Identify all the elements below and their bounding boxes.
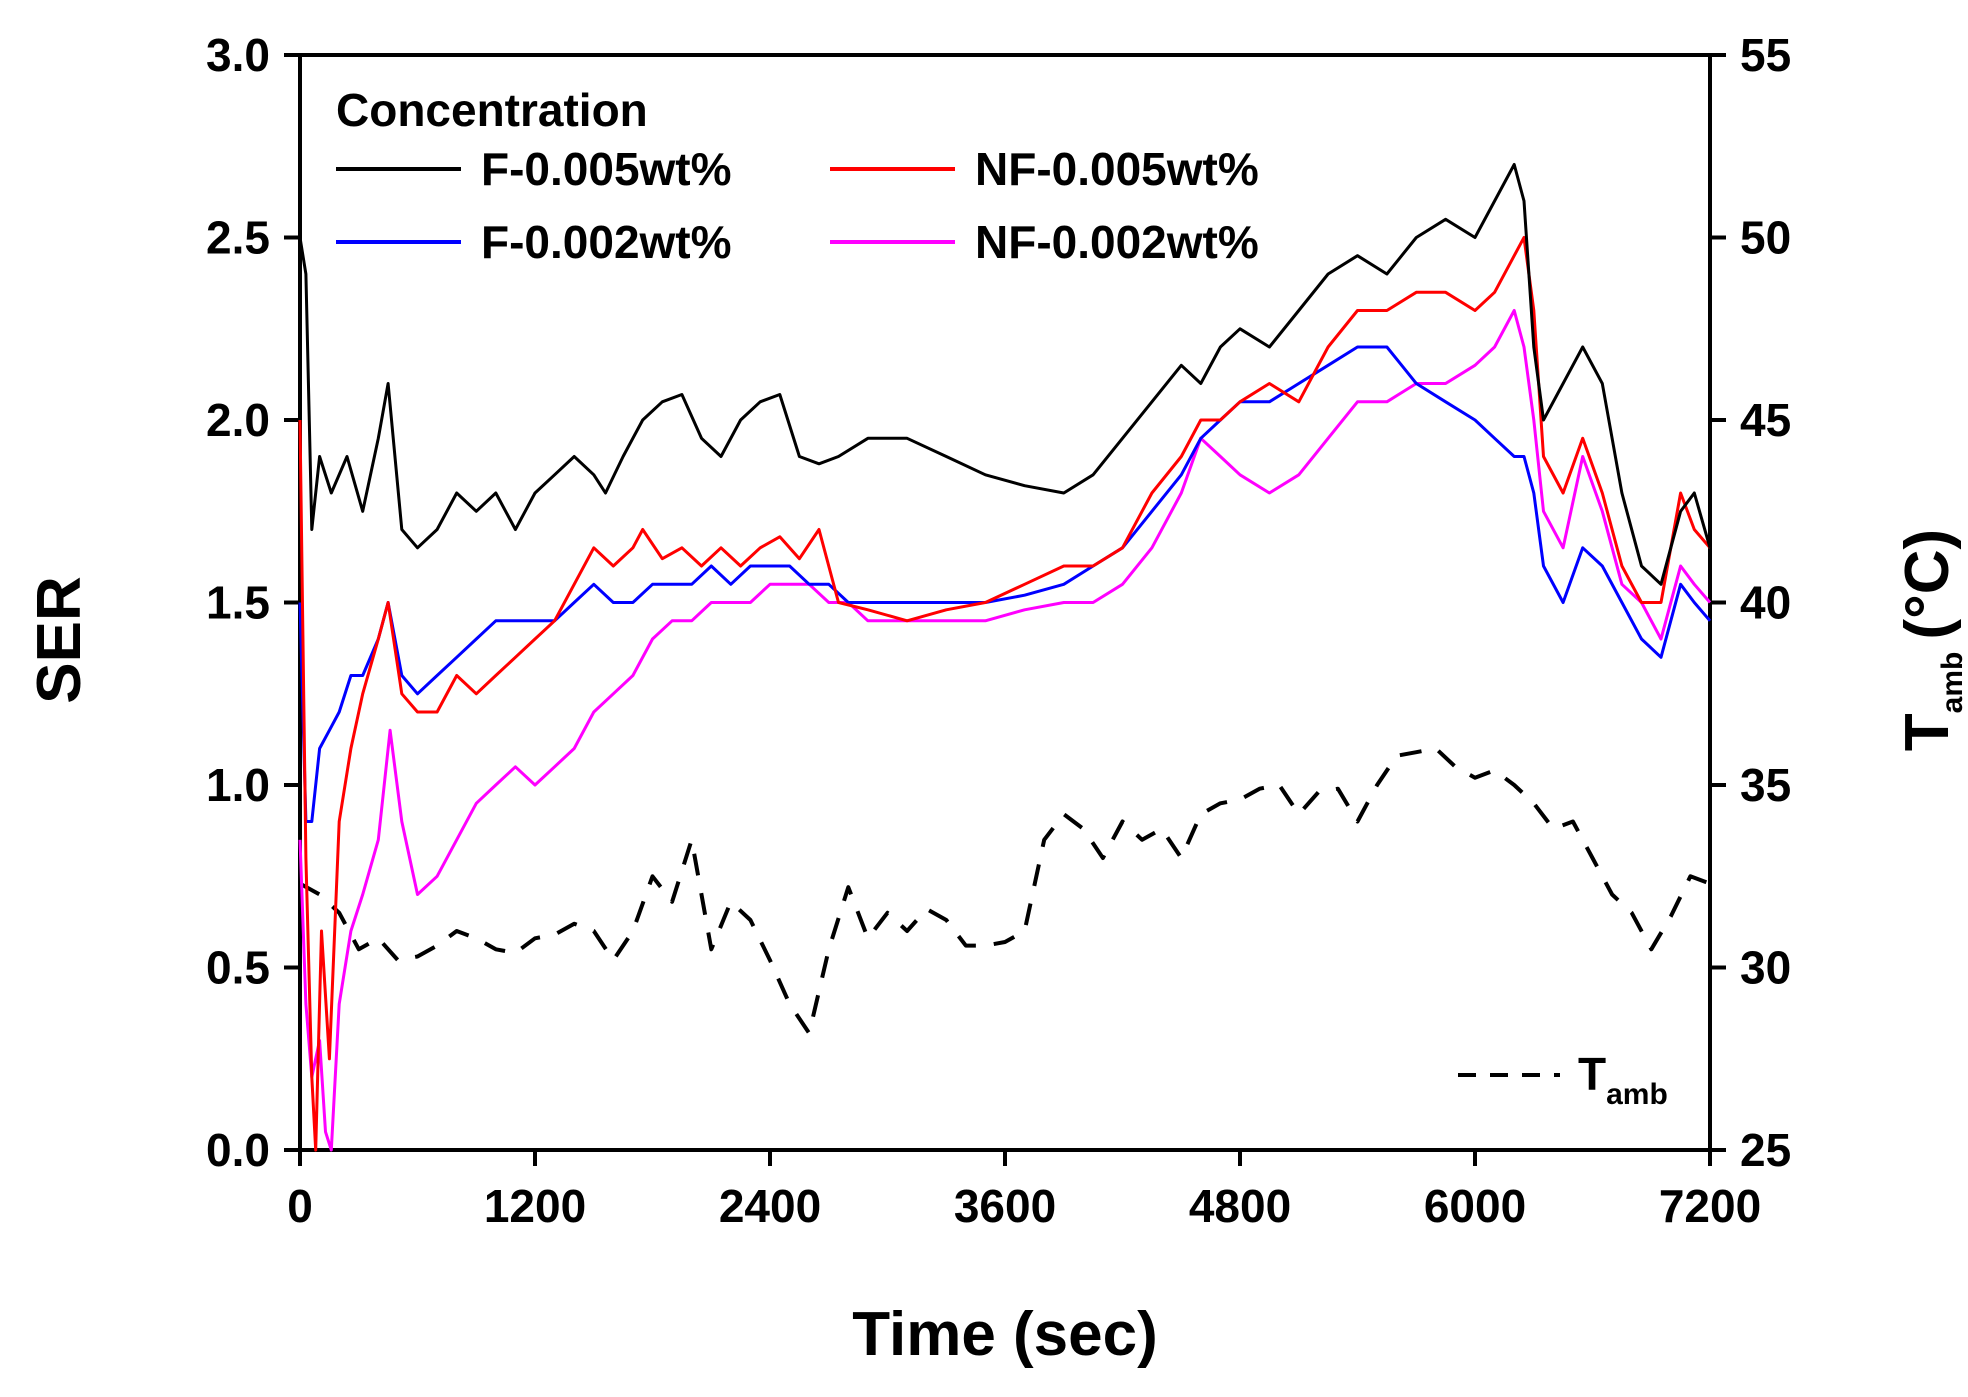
- y2-tick-label: 45: [1740, 394, 1791, 446]
- y-axis-title: SER: [25, 576, 94, 703]
- y-tick-label: 1.0: [206, 759, 270, 811]
- y2-tick-label: 35: [1740, 759, 1791, 811]
- y2-tick-label: 25: [1740, 1124, 1791, 1176]
- x-tick-label: 1200: [484, 1180, 586, 1232]
- x-tick-label: 0: [287, 1180, 313, 1232]
- tamb-legend-label-main: T: [1578, 1048, 1606, 1100]
- y2-tick-label: 30: [1740, 942, 1791, 994]
- x-tick-label: 4800: [1189, 1180, 1291, 1232]
- y-tick-label: 2.5: [206, 212, 270, 264]
- y-tick-label: 2.0: [206, 394, 270, 446]
- y2-tick-label: 55: [1740, 29, 1791, 81]
- y2-tick-label: 50: [1740, 212, 1791, 264]
- y2-axis-title-main: T: [1893, 713, 1962, 751]
- tamb-legend-label-sub: amb: [1606, 1078, 1668, 1111]
- series-line-t-amb: [299, 746, 1711, 1036]
- series-line-nf-0-005wt: [298, 236, 1712, 1152]
- legend-label: NF-0.005wt%: [975, 143, 1259, 195]
- ticks: 0 1200 2400 3600 4800 6000 7200 0.0 0.5 1.0 1.5 2.0…: [206, 29, 1791, 1232]
- legend-title: Concentration: [336, 84, 648, 136]
- x-tick-label: 7200: [1659, 1180, 1761, 1232]
- x-tick-label: 6000: [1424, 1180, 1526, 1232]
- legend-label: NF-0.002wt%: [975, 216, 1259, 268]
- series-line-f-0-002wt: [298, 345, 1712, 823]
- x-tick-label: 3600: [954, 1180, 1056, 1232]
- series-lines: [298, 163, 1712, 1152]
- series-line-f-0-005wt: [298, 163, 1712, 586]
- y-tick-label: 3.0: [206, 29, 270, 81]
- y-tick-label: 0.0: [206, 1124, 270, 1176]
- legend-label: F-0.005wt%: [481, 143, 732, 195]
- y2-tick-label: 40: [1740, 577, 1791, 629]
- y2-axis-title-sub: amb: [1936, 652, 1968, 714]
- y2-axis-title: Tamb (°C): [1893, 529, 1968, 751]
- series-line-nf-0-002wt: [298, 309, 1712, 1152]
- legend-label: F-0.002wt%: [481, 216, 732, 268]
- y-tick-label: 1.5: [206, 577, 270, 629]
- y2-axis-title-unit: (°C): [1893, 529, 1962, 640]
- y-tick-label: 0.5: [206, 942, 270, 994]
- x-axis-title: Time (sec): [852, 1300, 1158, 1369]
- tamb-legend: Tamb: [1458, 1048, 1668, 1111]
- tamb-legend-label: Tamb: [1578, 1048, 1668, 1111]
- x-tick-label: 2400: [719, 1180, 821, 1232]
- legend: Concentration F-0.005wt% NF-0.005wt% F-0.0…: [336, 84, 1259, 268]
